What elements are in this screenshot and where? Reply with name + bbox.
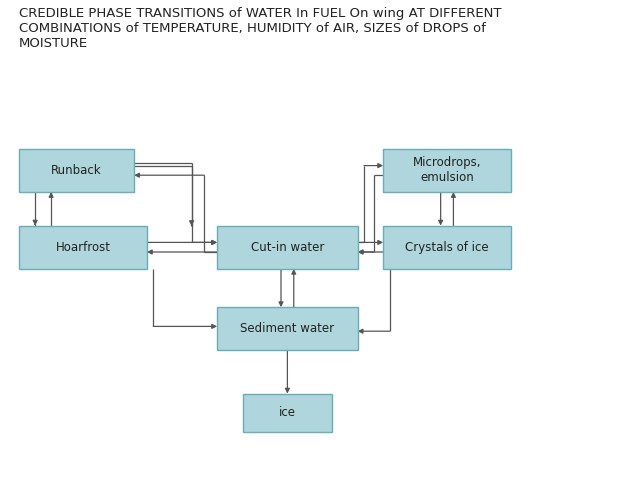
Text: Microdrops,
emulsion: Microdrops, emulsion: [413, 156, 481, 184]
Text: Runback: Runback: [51, 164, 102, 177]
Text: CREDIBLE PHASE TRANSITIONS of WATER In FUEL On wing AT DIFFERENT
COMBINATIONS of: CREDIBLE PHASE TRANSITIONS of WATER In F…: [19, 7, 502, 50]
Text: Cut-in water: Cut-in water: [251, 240, 324, 254]
Text: Sediment water: Sediment water: [240, 322, 335, 336]
FancyBboxPatch shape: [383, 226, 511, 269]
FancyBboxPatch shape: [19, 226, 147, 269]
Text: Hoarfrost: Hoarfrost: [56, 240, 111, 254]
FancyBboxPatch shape: [383, 149, 511, 192]
FancyBboxPatch shape: [19, 149, 134, 192]
FancyBboxPatch shape: [217, 226, 358, 269]
Text: Crystals of ice: Crystals of ice: [405, 240, 489, 254]
Text: ice: ice: [279, 406, 296, 420]
FancyBboxPatch shape: [243, 394, 332, 432]
FancyBboxPatch shape: [217, 307, 358, 350]
